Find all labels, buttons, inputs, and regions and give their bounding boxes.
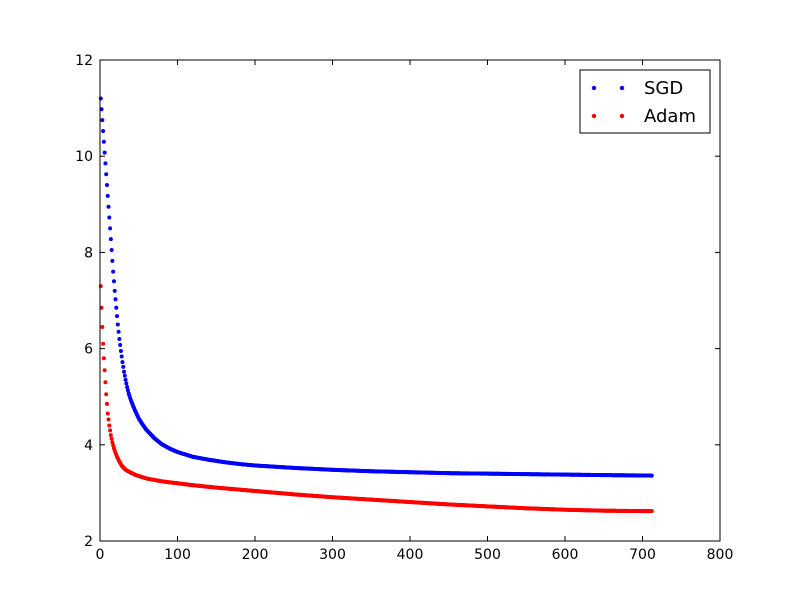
data-point xyxy=(100,324,105,329)
x-tick-label: 700 xyxy=(629,547,656,563)
y-tick-label: 12 xyxy=(75,53,93,69)
x-tick-label: 100 xyxy=(164,547,191,563)
data-point xyxy=(101,128,106,133)
data-point xyxy=(123,377,128,382)
y-tick-label: 4 xyxy=(84,438,93,454)
data-point xyxy=(101,341,106,346)
data-point xyxy=(113,297,118,302)
data-point xyxy=(103,161,108,166)
data-point xyxy=(108,226,113,231)
data-point xyxy=(115,314,120,319)
data-point xyxy=(106,417,111,422)
data-point xyxy=(98,96,103,101)
data-point xyxy=(104,183,109,188)
x-tick-label: 400 xyxy=(397,547,424,563)
data-point xyxy=(104,172,109,177)
legend-box xyxy=(579,69,711,134)
data-point xyxy=(119,354,124,359)
legend-marker-adam-2 xyxy=(619,113,625,119)
legend-marker-adam-1 xyxy=(591,113,597,119)
data-point xyxy=(98,284,103,289)
x-tick-label: 800 xyxy=(707,547,734,563)
data-point xyxy=(122,373,127,378)
data-point xyxy=(99,107,104,112)
legend-label-sgd: SGD xyxy=(644,78,683,99)
data-point xyxy=(107,215,112,220)
data-point xyxy=(106,204,111,209)
data-point xyxy=(110,258,115,263)
y-tick-label: 8 xyxy=(84,245,93,261)
data-point xyxy=(105,193,110,198)
data-point xyxy=(102,150,107,155)
y-tick-label: 6 xyxy=(84,342,93,358)
data-point xyxy=(125,385,130,390)
legend-marker-sgd-2 xyxy=(619,85,625,91)
data-point xyxy=(118,349,123,353)
data-point xyxy=(104,401,109,406)
series-layer xyxy=(98,96,654,514)
data-point xyxy=(108,428,113,433)
data-point xyxy=(116,329,121,334)
data-point xyxy=(125,388,130,393)
data-point xyxy=(115,322,120,327)
legend: SGD Adam xyxy=(579,69,711,134)
data-point xyxy=(112,288,117,293)
data-point xyxy=(108,237,113,242)
data-point xyxy=(111,279,116,284)
data-point xyxy=(107,423,112,428)
y-tick-label: 10 xyxy=(75,149,93,165)
data-point xyxy=(122,369,127,374)
x-tick-label: 600 xyxy=(552,547,579,563)
x-tick-label: 500 xyxy=(474,547,501,563)
x-tick-label: 200 xyxy=(242,547,269,563)
data-point xyxy=(105,411,110,416)
legend-label-adam: Adam xyxy=(644,106,696,127)
series-sgd xyxy=(98,96,654,478)
data-point xyxy=(101,356,106,361)
data-point xyxy=(100,118,105,123)
axes-layer: 0 100 200 300 400 500 600 700 800 2 4 6 8 10 12 xyxy=(75,53,733,563)
data-point xyxy=(649,473,654,478)
x-tick-label: 0 xyxy=(96,547,105,563)
plot-frame xyxy=(99,59,721,542)
x-tick-label: 300 xyxy=(319,547,346,563)
series-adam xyxy=(98,284,654,514)
data-point xyxy=(649,509,654,514)
y-tick-label: 2 xyxy=(84,534,93,550)
data-point xyxy=(102,368,107,373)
data-point xyxy=(114,305,119,310)
data-point xyxy=(109,436,114,441)
data-point xyxy=(121,364,126,369)
data-point xyxy=(99,305,104,310)
data-point xyxy=(118,342,123,347)
data-point xyxy=(111,269,116,274)
data-point xyxy=(124,381,129,386)
data-point xyxy=(104,392,109,397)
data-point xyxy=(109,247,114,252)
data-point xyxy=(103,380,108,385)
data-point xyxy=(108,433,113,438)
legend-marker-sgd-1 xyxy=(591,85,597,91)
plot-area xyxy=(100,60,720,541)
data-point xyxy=(120,360,125,365)
data-point xyxy=(101,139,106,144)
data-point xyxy=(117,336,122,341)
